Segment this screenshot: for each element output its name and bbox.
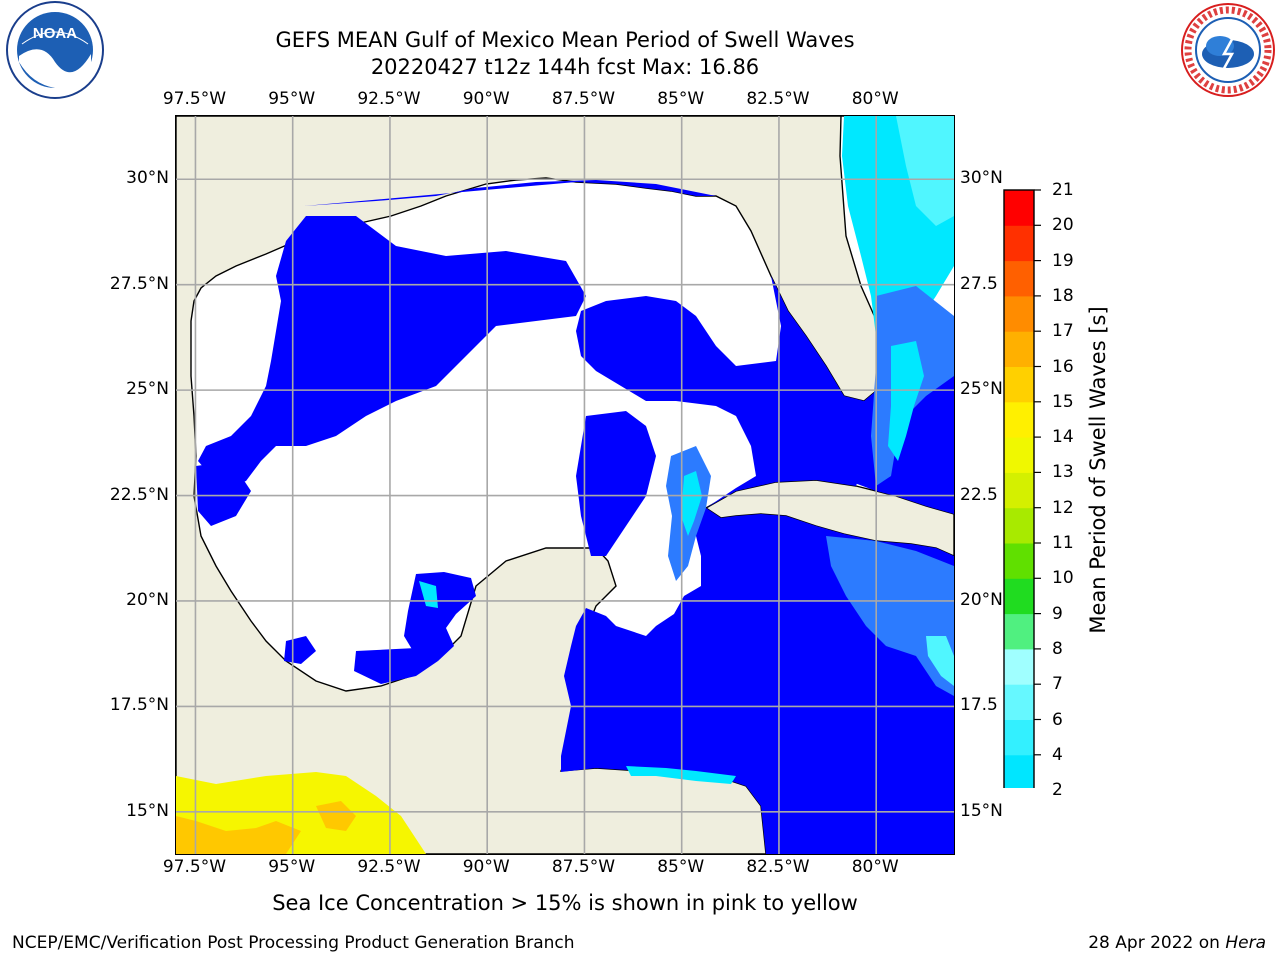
chart-subtitle: 20220427 t12z 144h fcst Max: 16.86 — [370, 55, 760, 79]
lon-tick-bottom: 80°W — [851, 857, 899, 877]
swell-region-campeche — [404, 572, 476, 661]
colorbar-tick-label: 10 — [1052, 568, 1074, 589]
sea-ice-layer — [176, 772, 426, 854]
colorbar-swatch — [1004, 225, 1034, 262]
swell-cyan-bahamas — [888, 341, 924, 461]
colorbar-tick-label: 13 — [1052, 462, 1074, 483]
sea-ice-pacific-orange-2 — [316, 801, 356, 831]
lon-tick-top: 90°W — [462, 89, 510, 109]
colorbar-tick-label: 19 — [1052, 250, 1074, 271]
colorbar-swatch — [1004, 684, 1034, 720]
swell-cyan-yucatan-inner — [681, 471, 702, 536]
colorbar-swatch — [1004, 472, 1034, 509]
colorbar-swatch — [1004, 260, 1034, 297]
lat-tick-right: 22.5 — [960, 484, 998, 505]
colorbar-tick-label: 21 — [1052, 180, 1074, 200]
lon-tick-top: 95°W — [268, 89, 316, 109]
svg-text:NOAA: NOAA — [33, 25, 77, 42]
colorbar-tick-label: 12 — [1052, 497, 1074, 518]
colorbar-swatch — [1004, 543, 1034, 579]
lat-tick-left: 17.5°N — [109, 695, 169, 716]
footer-date: 28 Apr 2022 on Hera — [1088, 933, 1266, 953]
map-canvas — [176, 116, 954, 854]
colorbar-tick-label: 16 — [1052, 356, 1074, 377]
colorbar-tick-label: 6 — [1052, 709, 1063, 730]
swell-caribbean-east — [826, 536, 954, 696]
lon-tick-top: 87.5°W — [551, 89, 616, 109]
colorbar-swatch — [1004, 648, 1034, 685]
sea-ice-pacific-orange — [176, 816, 301, 854]
lat-tick-left: 20°N — [126, 589, 169, 610]
swell-region-south-bay — [354, 648, 438, 684]
lon-tick-top: 85°W — [657, 89, 705, 109]
footer-credit: NCEP/EMC/Verification Post Processing Pr… — [12, 933, 575, 953]
colorbar-tick-label: 2 — [1052, 780, 1063, 801]
colorbar-swatch — [1004, 507, 1034, 544]
lon-tick-top: 97.5°W — [162, 89, 227, 109]
lat-tick-right: 20°N — [960, 589, 1003, 610]
colorbar-tick-label: 17 — [1052, 321, 1074, 342]
colorbar-tick-label: 7 — [1052, 674, 1063, 695]
footer-host: Hera — [1225, 933, 1266, 953]
colorbar-tick-label: 4 — [1052, 744, 1063, 765]
swell-region-mid-west — [196, 461, 251, 526]
lat-tick-right: 17.5 — [960, 695, 998, 716]
colorbar-tick-label: 8 — [1052, 638, 1063, 659]
lon-tick-top: 82.5°W — [746, 89, 810, 109]
map-grid — [176, 116, 954, 854]
lon-tick-top: 80°W — [851, 89, 899, 109]
colorbar-tick-label: 9 — [1052, 603, 1063, 624]
chart-title: GEFS MEAN Gulf of Mexico Mean Period of … — [275, 28, 855, 52]
lon-tick-bottom: 97.5°W — [162, 857, 227, 877]
lat-tick-right: 25°N — [960, 379, 1003, 400]
colorbar-tick-label: 14 — [1052, 427, 1074, 448]
lon-tick-bottom: 90°W — [462, 857, 510, 877]
colorbar-swatch — [1004, 401, 1034, 438]
lat-tick-left: 22.5°N — [109, 484, 169, 505]
lat-tick-right: 30°N — [960, 168, 1003, 189]
lon-tick-bottom: 95°W — [268, 857, 316, 877]
colorbar-swatch — [1004, 719, 1034, 756]
colorbar-swatch — [1004, 331, 1034, 367]
lat-tick-right: 27.5 — [960, 273, 998, 294]
swell-cyan-atlantic-east — [896, 116, 954, 226]
lon-tick-top: 92.5°W — [357, 89, 421, 109]
colorbar — [1002, 188, 1043, 855]
colorbar-tick-label: 18 — [1052, 285, 1074, 306]
colorbar-swatch — [1004, 613, 1034, 650]
colorbar-swatch — [1004, 366, 1034, 403]
lon-tick-bottom: 92.5°W — [357, 857, 421, 877]
colorbar-swatch — [1004, 437, 1034, 473]
colorbar-swatch — [1004, 754, 1034, 791]
lon-tick-bottom: 85°W — [657, 857, 705, 877]
colorbar-label: Mean Period of Swell Waves [s] — [1086, 306, 1110, 634]
lat-tick-left: 30°N — [126, 168, 169, 189]
colorbar-swatch — [1004, 578, 1034, 615]
swell-region-northern-gulf — [304, 180, 954, 854]
colorbar-swatch — [1004, 190, 1034, 226]
nws-logo — [1178, 2, 1278, 102]
lat-tick-left: 25°N — [126, 379, 169, 400]
colorbar-swatches — [1002, 189, 1041, 855]
lat-tick-left: 27.5°N — [109, 273, 169, 294]
colorbar-tick-label: 15 — [1052, 391, 1074, 412]
lat-tick-left: 15°N — [126, 800, 169, 821]
swell-region-west-gulf — [198, 216, 586, 486]
footer-date-text: 28 Apr 2022 on — [1088, 933, 1226, 953]
swell-region-bay-south — [284, 636, 316, 664]
lon-tick-bottom: 82.5°W — [746, 857, 810, 877]
noaa-logo: NOAA — [2, 0, 108, 106]
colorbar-tick-label: 20 — [1052, 215, 1074, 236]
lat-tick-right: 15°N — [960, 800, 1003, 821]
sea-ice-note: Sea Ice Concentration > 15% is shown in … — [272, 891, 858, 915]
colorbar-swatch — [1004, 295, 1034, 332]
swell-region-yucatan-channel — [576, 411, 656, 556]
lon-tick-bottom: 87.5°W — [551, 857, 616, 877]
colorbar-tick-label: 11 — [1052, 533, 1074, 553]
map-frame — [175, 115, 955, 855]
swell-caribbean-east-cyan — [926, 636, 954, 686]
